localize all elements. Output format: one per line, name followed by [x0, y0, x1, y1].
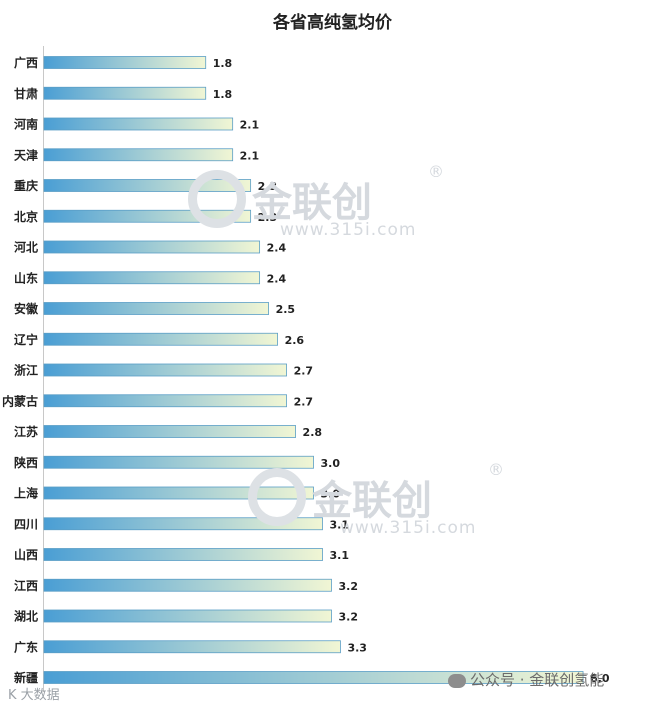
value-label: 3.2: [338, 580, 358, 593]
bar: [43, 517, 323, 531]
bar: [43, 240, 261, 254]
value-label: 2.4: [267, 272, 287, 285]
category-label: 天津: [14, 147, 38, 162]
category-label: 甘肃: [14, 86, 38, 101]
category-label: 北京: [14, 209, 38, 224]
bar: [43, 117, 234, 131]
wechat-icon: [448, 673, 466, 688]
footer-account-text: 公众号 · 金联创氢能: [470, 671, 605, 689]
value-label: 1.8: [213, 88, 233, 101]
category-label: 新疆: [14, 670, 38, 685]
category-label: 四川: [14, 517, 38, 531]
value-label: 6.0: [590, 672, 610, 685]
bar: [43, 578, 332, 592]
footer-left-label: K 大数据: [8, 688, 60, 703]
category-label: 山西: [14, 547, 38, 562]
value-label: 2.6: [285, 334, 305, 347]
bar: [43, 271, 261, 285]
category-label: 广东: [14, 639, 38, 654]
category-label: 山东: [14, 270, 38, 285]
value-label: 1.8: [213, 57, 233, 70]
bar: [43, 302, 270, 315]
category-label: 河南: [13, 117, 38, 132]
value-label: 2.4: [267, 242, 287, 255]
value-label: 2.7: [294, 365, 314, 378]
category-label: 江西: [14, 578, 38, 593]
bar: [43, 56, 207, 69]
value-label: 3.0: [321, 488, 341, 501]
bar: [43, 425, 296, 438]
category-label: 陕西: [14, 455, 38, 470]
value-label: 3.2: [338, 611, 358, 624]
value-label: 3.1: [330, 518, 350, 531]
category-label: 上海: [14, 486, 38, 501]
bar: [43, 332, 278, 346]
value-label: 2.1: [240, 149, 260, 162]
bar: [43, 548, 323, 561]
category-label: 内蒙古: [2, 393, 38, 408]
value-label: 3.0: [321, 457, 341, 470]
value-label: 2.7: [294, 395, 314, 408]
category-label: 河北: [13, 240, 38, 255]
bar: [43, 209, 252, 223]
value-label: 2.5: [276, 303, 296, 316]
footer-account-label: 公众号 · 金联创氢能: [448, 669, 604, 690]
bar: [43, 86, 207, 100]
bar: [43, 179, 252, 192]
category-label: 辽宁: [14, 332, 38, 347]
bar: [43, 148, 234, 162]
category-label: 安徽: [14, 301, 39, 316]
category-label: 重庆: [14, 178, 38, 193]
value-label: 2.8: [303, 426, 323, 439]
bar: [43, 640, 341, 654]
bar: [43, 486, 314, 500]
bar: [43, 394, 287, 408]
category-label: 湖北: [14, 609, 38, 624]
value-label: 2.3: [258, 211, 278, 224]
value-label: 3.1: [330, 549, 350, 562]
value-label: 2.1: [240, 119, 260, 132]
chart-title: 各省高纯氢均价: [273, 13, 392, 33]
category-label: 江苏: [14, 424, 38, 439]
category-label: 浙江: [14, 363, 38, 378]
bar: [43, 455, 314, 469]
bar: [43, 609, 332, 623]
bar: [43, 363, 287, 377]
value-label: 3.3: [347, 641, 367, 654]
value-label: 2.3: [258, 180, 278, 193]
category-label: 广西: [14, 55, 38, 70]
